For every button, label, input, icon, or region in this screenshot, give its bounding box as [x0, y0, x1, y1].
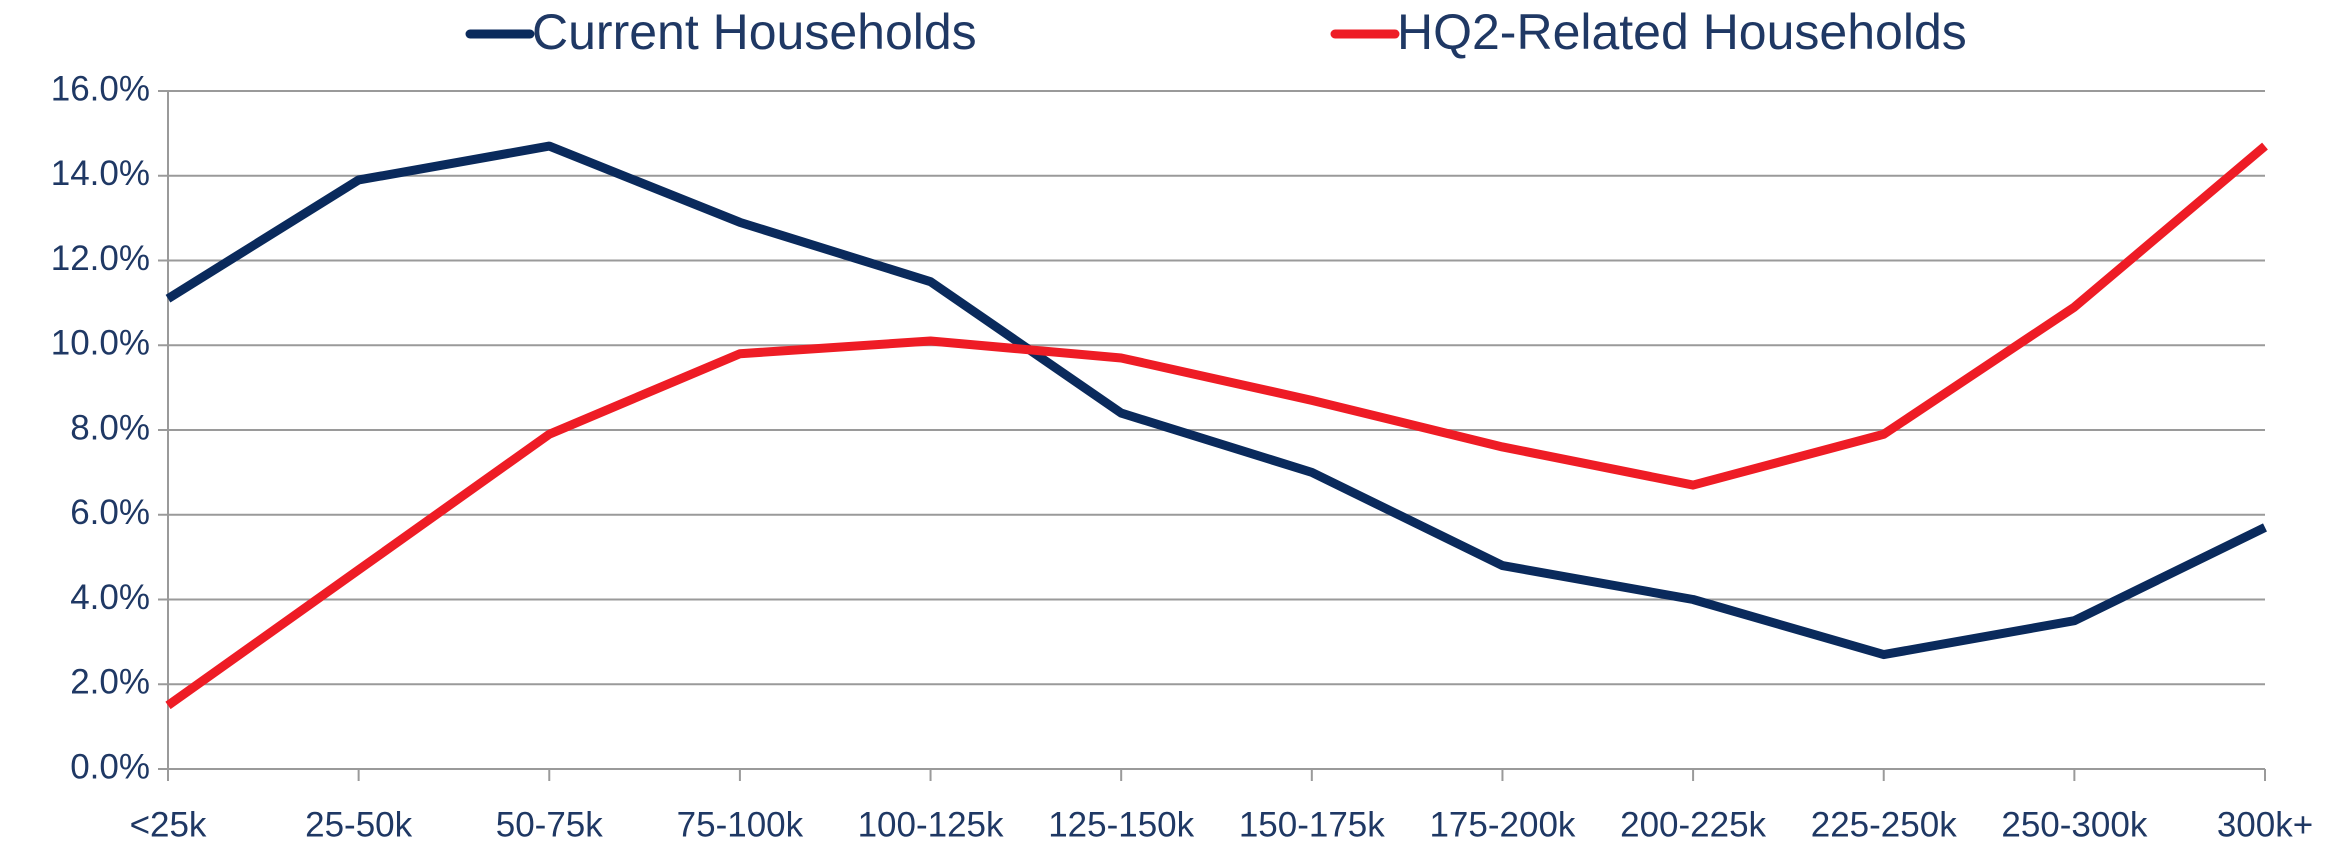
x-tick-label: 175-200k — [1429, 805, 1575, 841]
y-tick-label: 12.0% — [51, 239, 150, 278]
x-tick-label: 50-75k — [496, 805, 604, 841]
data-line — [165, 142, 2268, 710]
x-tick-label: 125-150k — [1048, 805, 1194, 841]
x-tick-label: 75-100k — [677, 805, 804, 841]
y-tick-label: 6.0% — [70, 493, 150, 532]
y-tick-label: 4.0% — [70, 578, 150, 617]
y-tick-label: 16.0% — [51, 69, 150, 108]
y-tick-label: 10.0% — [51, 324, 150, 363]
x-tick-label: 225-250k — [1811, 805, 1957, 841]
x-tick-label: 300k+ — [2217, 805, 2313, 841]
y-tick-label: 0.0% — [70, 747, 150, 786]
data-line — [165, 141, 2267, 660]
x-tick-label: 100-125k — [858, 805, 1004, 841]
x-tick-label: 250-300k — [2001, 805, 2147, 841]
x-tick-label: 25-50k — [305, 805, 413, 841]
legend-label: HQ2-Related Households — [1397, 4, 1967, 60]
y-tick-label: 2.0% — [70, 663, 150, 702]
y-tick-label: 14.0% — [51, 154, 150, 193]
legend-label: Current Households — [532, 4, 977, 60]
x-tick-label: 200-225k — [1620, 805, 1766, 841]
x-tick-label: 150-175k — [1239, 805, 1385, 841]
y-tick-label: 8.0% — [70, 408, 150, 447]
x-tick-label: <25k — [130, 805, 207, 841]
